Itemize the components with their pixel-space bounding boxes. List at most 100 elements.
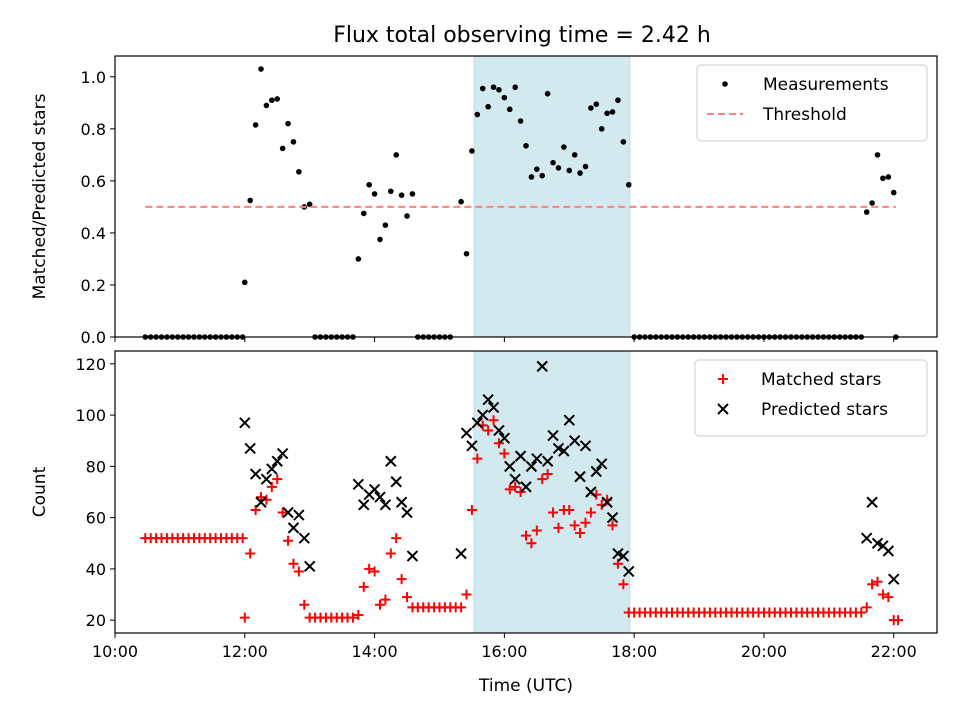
legend-marker (718, 374, 728, 384)
data-point (493, 438, 504, 449)
data-point (877, 589, 888, 600)
data-point (872, 576, 883, 587)
data-point (537, 474, 548, 485)
data-point (374, 599, 385, 610)
data-point (288, 558, 299, 569)
data-point (274, 96, 281, 102)
data-point (271, 455, 283, 467)
data-point (390, 476, 402, 488)
data-point (263, 102, 270, 109)
data-point (471, 417, 484, 429)
data-point (455, 547, 467, 560)
data-point (501, 94, 508, 101)
data-point (377, 236, 383, 243)
panel-bottom: 10:00 12:00 14:00 16:00 18:00 20:00 22:00 20 40 6… (30, 350, 938, 696)
x-tick-label: 18:00 (611, 642, 657, 661)
axes-frame (114, 350, 938, 634)
data-point (460, 427, 473, 439)
data-point (396, 574, 407, 585)
data-point (863, 209, 870, 215)
data-point (561, 144, 567, 150)
x-tick-label: 14:00 (352, 642, 398, 661)
data-point (360, 210, 367, 217)
data-point (548, 507, 559, 518)
data-point (882, 545, 895, 557)
data-point (298, 532, 310, 544)
data-point (593, 101, 600, 107)
data-point (515, 487, 526, 497)
shaded-interval (473, 55, 631, 338)
shaded-interval (473, 350, 631, 634)
data-point (469, 148, 475, 154)
data-point (488, 415, 499, 426)
y-tick-label: 60 (86, 509, 106, 528)
y-tick-label: 0.8 (81, 120, 106, 139)
data-point (493, 424, 505, 437)
data-point (564, 504, 575, 515)
data-point (266, 463, 278, 475)
data-point (290, 139, 297, 145)
y-tick-label: 100 (75, 406, 106, 425)
x-tick-label: 20:00 (741, 642, 787, 661)
data-point (239, 612, 250, 623)
y-tick-label: 20 (86, 611, 106, 630)
series-matched-stars (140, 415, 904, 626)
data-point (358, 499, 370, 511)
data-point (590, 465, 603, 478)
data-point (299, 599, 310, 610)
data-point (283, 535, 294, 546)
data-point (352, 478, 365, 491)
data-point (579, 440, 592, 452)
data-point (874, 152, 881, 158)
data-point (514, 450, 527, 462)
data-point (499, 448, 510, 459)
data-point (885, 174, 892, 180)
data-point (582, 163, 589, 170)
data-point (544, 90, 551, 97)
data-point (237, 533, 248, 544)
data-point (249, 468, 262, 480)
data-point (861, 602, 872, 613)
data-point (244, 442, 256, 455)
data-point (393, 152, 400, 158)
legend-box (696, 64, 928, 142)
legend-label: Predicted stars (761, 400, 888, 420)
data-point (598, 126, 605, 132)
data-point (282, 506, 294, 519)
data-point (395, 496, 408, 508)
data-point (382, 222, 389, 228)
data-point (379, 499, 392, 511)
data-point (550, 159, 556, 166)
data-point (893, 615, 904, 626)
data-point (625, 181, 632, 188)
data-point (398, 192, 405, 198)
legend: Measurements Threshold (696, 64, 928, 142)
data-point (385, 548, 396, 559)
data-point (374, 491, 386, 503)
data-point (623, 565, 635, 578)
data-point (293, 509, 305, 521)
data-point (269, 97, 275, 104)
data-point (461, 589, 472, 600)
data-point (566, 167, 573, 174)
legend-marker (722, 81, 728, 87)
data-point (239, 417, 251, 429)
data-point (466, 504, 477, 515)
data-point (553, 522, 564, 533)
data-point (490, 84, 497, 91)
data-point (531, 452, 543, 465)
data-point (404, 213, 410, 219)
data-point (604, 110, 610, 117)
data-point (285, 120, 291, 127)
data-point (474, 111, 481, 118)
data-point (504, 484, 515, 495)
data-point (380, 594, 391, 605)
data-point (510, 481, 521, 492)
panel-top: 0.0 0.2 0.4 0.6 0.8 1.0 Matched/Predicted star… (30, 55, 938, 347)
data-point (617, 550, 630, 562)
data-point (585, 507, 596, 518)
data-point (355, 256, 362, 262)
y-axis-label: Matched/Predicted stars (30, 93, 50, 299)
data-point (472, 453, 483, 464)
